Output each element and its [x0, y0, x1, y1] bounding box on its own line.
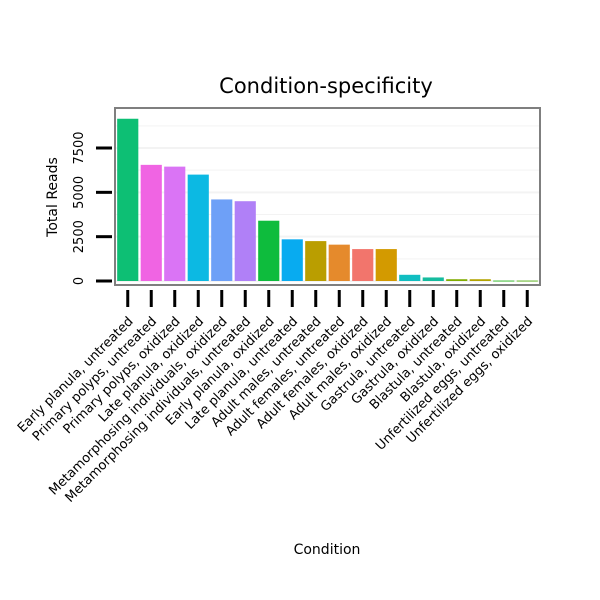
- y-tick-label: 7500: [72, 131, 87, 164]
- bar: [516, 280, 538, 282]
- y-axis: 0 2500 5000 7500: [72, 131, 112, 285]
- bar: [140, 164, 162, 281]
- x-axis-title: Condition: [294, 542, 361, 558]
- bar: [446, 279, 468, 281]
- grid-lines: [116, 125, 539, 282]
- plot-frame: [114, 107, 541, 286]
- bar: [493, 280, 515, 282]
- bar: [187, 174, 209, 281]
- bar: [399, 274, 421, 281]
- bar: [117, 118, 139, 281]
- bar: [258, 220, 280, 281]
- bar: [164, 166, 186, 281]
- y-tick-label: 0: [72, 277, 87, 285]
- bar: [281, 239, 303, 281]
- y-tick-label: 5000: [72, 176, 87, 209]
- bar: [469, 279, 491, 281]
- bar: [211, 199, 233, 281]
- bar: [375, 249, 397, 281]
- bar-series: [117, 118, 538, 282]
- bar: [422, 277, 444, 281]
- bar: [305, 241, 327, 281]
- y-axis-title: Total Reads: [45, 157, 61, 238]
- bar: [352, 249, 374, 281]
- bar: [234, 201, 256, 281]
- y-tick-label: 2500: [72, 220, 87, 253]
- chart-title: Condition-specificity: [219, 74, 433, 98]
- bar: [328, 244, 350, 281]
